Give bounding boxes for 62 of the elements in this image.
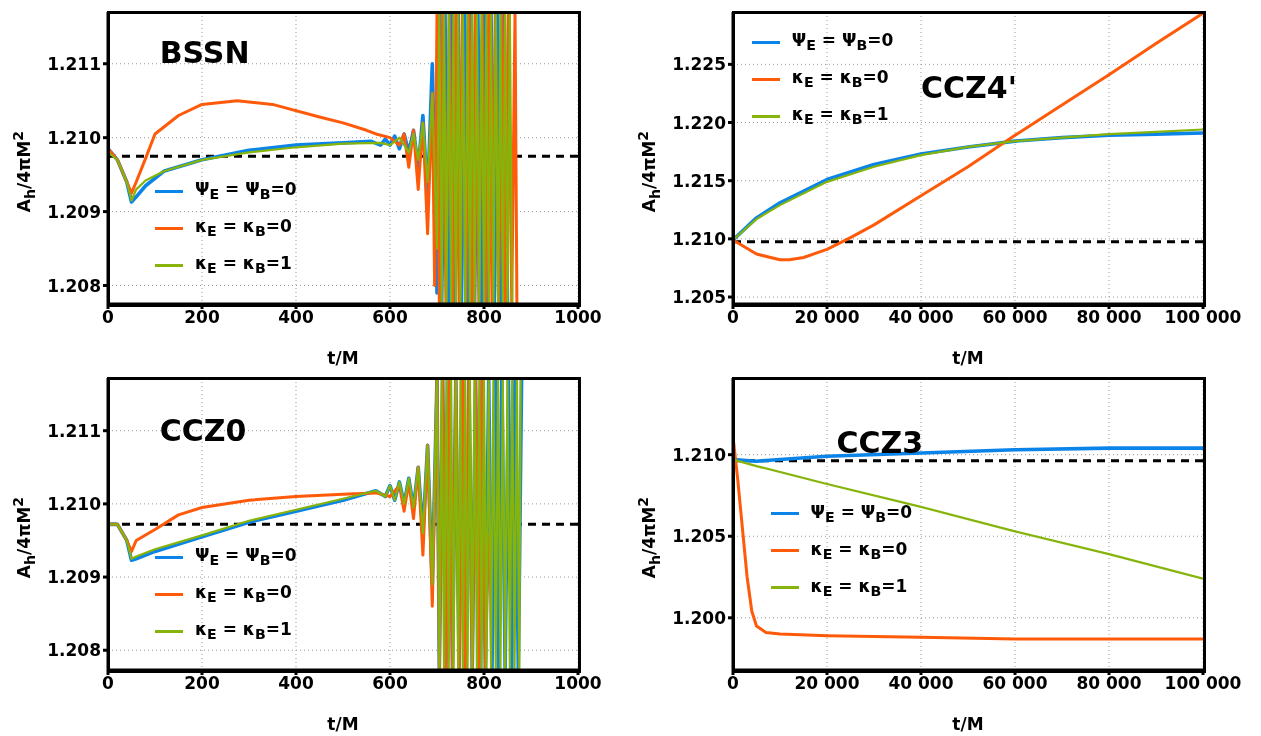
legend-label: Ψ$_{E}$ = Ψ$_{B}$=0	[195, 545, 297, 569]
x-tick-label: 0	[102, 673, 115, 694]
y-tick-label: 1.200	[672, 607, 727, 628]
line-series	[733, 458, 1203, 580]
x-tick-label: 600	[372, 307, 408, 328]
x-tick-label: 600	[372, 673, 408, 694]
legend-label: κ$_{E}$ = κ$_{B}$=0	[195, 216, 292, 240]
x-tick-label: 100 000	[1164, 673, 1242, 694]
x-tick-label: 20 000	[794, 307, 860, 328]
legend-label: κ$_{E}$ = κ$_{B}$=0	[791, 67, 889, 91]
x-tick-label: 800	[466, 673, 502, 694]
legend-label: κ$_{E}$ = κ$_{B}$=1	[810, 575, 908, 599]
legend-label: κ$_{E}$ = κ$_{B}$=1	[195, 253, 292, 277]
y-tick-label: 1.210	[47, 127, 102, 148]
y-tick-label: 1.225	[672, 54, 726, 75]
x-tick-label: 40 000	[888, 673, 954, 694]
x-tick-label: 0	[727, 307, 740, 328]
x-tick-label: 1000	[554, 307, 602, 328]
x-tick-label: 400	[278, 307, 314, 328]
y-tick-label: 1.209	[47, 567, 101, 588]
x-tick-label: 200	[184, 307, 220, 328]
y-tick-label: 1.210	[672, 228, 727, 249]
x-axis-title: t/M	[952, 348, 984, 368]
y-tick-label: 1.209	[47, 201, 101, 222]
y-tick-label: 1.205	[672, 526, 726, 547]
x-tick-label: 60 000	[982, 673, 1048, 694]
y-tick-label: 1.211	[47, 420, 101, 441]
y-tick-label: 1.215	[672, 170, 726, 191]
x-axis-title: t/M	[327, 714, 359, 734]
x-tick-label: 80 000	[1076, 673, 1142, 694]
legend-label: Ψ$_{E}$ = Ψ$_{B}$=0	[810, 501, 913, 525]
legend-label: κ$_{E}$ = κ$_{B}$=0	[810, 538, 908, 562]
legend-label: Ψ$_{E}$ = Ψ$_{B}$=0	[791, 30, 894, 54]
legend-label: Ψ$_{E}$ = Ψ$_{B}$=0	[195, 179, 297, 203]
x-tick-label: 60 000	[982, 307, 1048, 328]
x-axis-title: t/M	[952, 714, 984, 734]
line-series	[733, 12, 1203, 262]
y-tick-label: 1.205	[672, 287, 726, 308]
text: CCZ4'	[921, 70, 1017, 106]
y-tick-label: 1.210	[672, 444, 727, 465]
text: CCZ3	[836, 424, 924, 460]
y-tick-label: 1.220	[672, 112, 727, 133]
x-tick-label: 20 000	[794, 673, 860, 694]
y-tick-label: 1.211	[47, 53, 101, 74]
legend-label: κ$_{E}$ = κ$_{B}$=1	[791, 104, 889, 128]
x-tick-label: 80 000	[1076, 307, 1142, 328]
text: CCZ0	[159, 413, 247, 449]
legend-label: κ$_{E}$ = κ$_{B}$=0	[195, 582, 292, 606]
x-axis-title: t/M	[327, 348, 359, 368]
x-tick-label: 800	[466, 307, 502, 328]
x-tick-label: 400	[278, 673, 314, 694]
x-tick-label: 0	[727, 673, 740, 694]
y-tick-label: 1.208	[47, 275, 101, 296]
y-tick-label: 1.210	[47, 493, 102, 514]
x-tick-label: 200	[184, 673, 220, 694]
x-tick-label: 100 000	[1164, 307, 1242, 328]
legend-label: κ$_{E}$ = κ$_{B}$=1	[195, 619, 292, 643]
text: BSSN	[159, 35, 250, 71]
y-tick-label: 1.208	[47, 640, 101, 661]
x-tick-label: 40 000	[888, 307, 954, 328]
x-tick-label: 0	[102, 307, 115, 328]
x-tick-label: 1000	[554, 673, 602, 694]
